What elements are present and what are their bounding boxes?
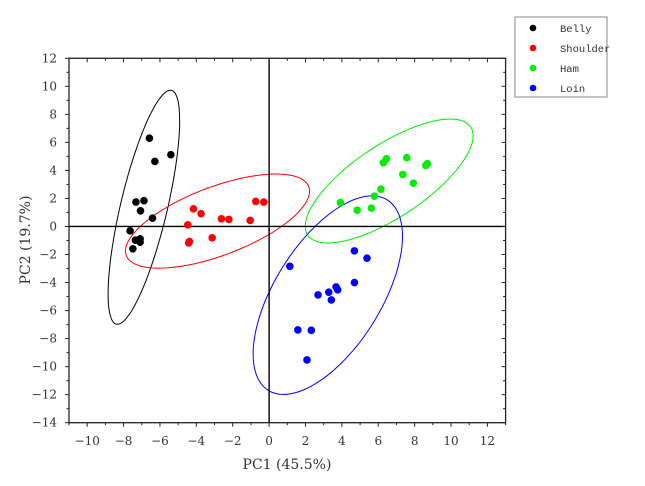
ellipse-loin: [252, 195, 404, 395]
point-belly: [148, 214, 157, 223]
x-tick-label: −10: [75, 434, 100, 448]
legend: Belly Shoulder Ham Loin: [514, 16, 610, 98]
point-belly: [132, 198, 140, 206]
y-tick-label: 2: [49, 191, 57, 205]
legend-label: Ham: [560, 64, 579, 76]
legend-label: Belly: [560, 24, 592, 36]
point-shoulder: [252, 197, 260, 206]
ellipse-shoulder: [124, 173, 310, 269]
point-shoulder: [189, 205, 198, 213]
x-tick-label: −8: [115, 434, 133, 448]
x-tick-label: 12: [480, 434, 495, 448]
point-belly: [136, 238, 144, 246]
ellipse-belly: [107, 89, 181, 325]
legend-marker-loin: [529, 84, 537, 92]
point-ham: [409, 179, 418, 187]
x-tick-label: −4: [187, 434, 205, 448]
point-shoulder: [184, 239, 193, 247]
legend-marker-belly: [529, 24, 537, 32]
axis-ticks: [65, 57, 507, 427]
point-ham: [423, 159, 432, 168]
x-tick-label: 10: [443, 434, 458, 448]
point-ham: [403, 153, 411, 162]
point-shoulder: [225, 215, 233, 224]
x-tick-label: 8: [411, 434, 419, 448]
y-tick-label: 4: [49, 163, 57, 177]
y-tick-label: −14: [32, 416, 58, 430]
point-belly: [140, 196, 148, 205]
x-tick-label: 2: [302, 434, 310, 448]
data-points: [126, 134, 432, 364]
y-tick-label: −12: [32, 388, 57, 402]
point-loin: [350, 278, 359, 287]
point-loin: [327, 296, 336, 304]
x-tick-label: 4: [338, 434, 346, 448]
point-shoulder: [183, 221, 192, 229]
point-shoulder: [208, 234, 216, 242]
point-belly: [145, 134, 154, 142]
point-ham: [336, 198, 345, 207]
legend-box: [514, 16, 608, 98]
point-loin: [333, 286, 342, 294]
point-loin: [303, 356, 311, 364]
point-loin: [307, 326, 316, 335]
y-tick-label: −4: [39, 276, 57, 290]
confidence-ellipses: [107, 89, 474, 395]
point-belly: [126, 227, 134, 235]
point-shoulder: [246, 216, 254, 225]
point-loin: [363, 254, 371, 262]
point-shoulder: [197, 209, 205, 218]
ellipse-ham: [304, 118, 474, 244]
point-ham: [377, 185, 385, 194]
point-loin: [324, 288, 333, 297]
point-belly: [129, 244, 137, 253]
zero-lines: [69, 58, 506, 423]
y-tick-label: 12: [42, 51, 57, 65]
y-tick-label: 0: [49, 219, 57, 233]
x-axis-title: PC1 (45.5%): [243, 457, 332, 473]
point-ham: [382, 154, 391, 163]
point-ham: [370, 192, 379, 201]
legend-marker-shoulder: [529, 44, 537, 52]
x-tick-label: 0: [265, 434, 273, 448]
point-loin: [314, 291, 322, 299]
y-tick-label: −2: [39, 248, 57, 262]
x-tick-label: −2: [224, 434, 242, 448]
tick-labels: −10 −8 −6 −4 −2 0 2 4 6 8 10 12 −14 −12 −10 −8 −6 −4 −2 0 2 4…: [32, 51, 495, 448]
x-tick-label: −6: [151, 434, 169, 448]
legend-label: Shoulder: [560, 44, 610, 56]
point-loin: [286, 262, 294, 271]
point-loin: [294, 326, 302, 334]
legend-label: Loin: [560, 84, 585, 96]
point-belly: [151, 157, 159, 166]
y-tick-label: −6: [39, 304, 57, 318]
point-belly: [136, 206, 145, 215]
y-tick-label: 10: [42, 79, 57, 93]
point-shoulder: [260, 198, 268, 206]
legend-marker-ham: [529, 64, 537, 72]
point-ham: [353, 206, 361, 215]
y-tick-label: −8: [39, 332, 57, 346]
point-belly: [167, 150, 175, 159]
point-ham: [399, 170, 407, 179]
y-axis-title: PC2 (19.7%): [18, 196, 34, 285]
y-tick-label: 6: [49, 135, 57, 149]
point-ham: [367, 204, 376, 212]
point-shoulder: [217, 214, 226, 223]
y-tick-label: 8: [49, 107, 57, 121]
y-tick-label: −10: [32, 360, 57, 374]
point-loin: [350, 247, 359, 255]
x-tick-label: 6: [374, 434, 382, 448]
